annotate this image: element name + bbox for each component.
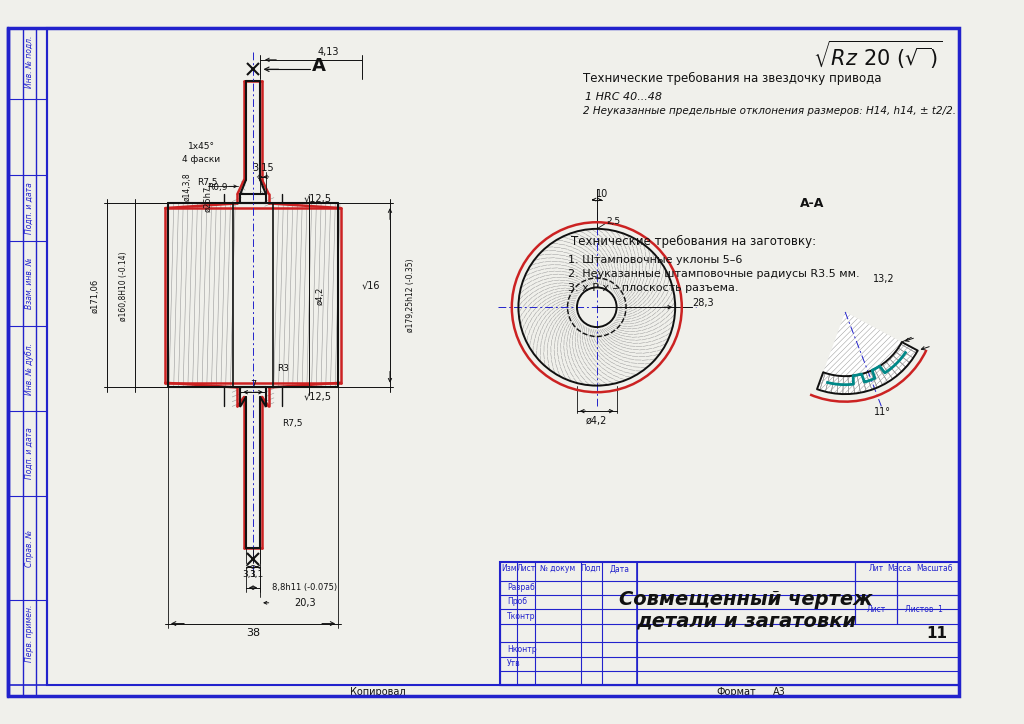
Text: 4,13: 4,13 xyxy=(317,47,339,57)
Text: R3: R3 xyxy=(278,364,290,373)
Text: √12,5: √12,5 xyxy=(304,193,332,203)
Text: R7,5: R7,5 xyxy=(198,178,218,187)
Text: ø4,2: ø4,2 xyxy=(586,416,607,426)
Text: Технические требования на заготовку:: Технические требования на заготовку: xyxy=(571,235,816,248)
Text: 11: 11 xyxy=(927,626,947,641)
Text: 3,15: 3,15 xyxy=(252,164,273,174)
Text: Справ. №: Справ. № xyxy=(25,529,34,566)
Polygon shape xyxy=(817,312,918,394)
Text: A-A: A-A xyxy=(800,197,824,210)
Text: Проб: Проб xyxy=(507,597,527,606)
Text: A: A xyxy=(312,57,326,75)
Text: Инв. № подл.: Инв. № подл. xyxy=(25,35,34,88)
Text: 1x45°: 1x45° xyxy=(187,142,215,151)
Text: Перв. примен.: Перв. примен. xyxy=(25,605,34,662)
Text: ø14,3,8: ø14,3,8 xyxy=(182,172,191,201)
Text: R7,5: R7,5 xyxy=(283,419,303,428)
Text: 3. x Р x – плоскость разъема.: 3. x Р x – плоскость разъема. xyxy=(568,283,739,293)
Text: Подп. и дата: Подп. и дата xyxy=(25,182,34,234)
Text: ø179,25h12 (-0.35): ø179,25h12 (-0.35) xyxy=(407,258,416,332)
Text: 7: 7 xyxy=(250,379,256,390)
Text: А3: А3 xyxy=(773,686,785,696)
Text: ø171,06: ø171,06 xyxy=(91,278,100,313)
Text: № докум: № докум xyxy=(541,564,575,573)
Text: 38: 38 xyxy=(246,628,260,638)
Text: Лист: Лист xyxy=(516,564,536,573)
Text: 8,8h11 (-0.075): 8,8h11 (-0.075) xyxy=(272,584,338,592)
Text: 1 HRC 40...48: 1 HRC 40...48 xyxy=(586,92,663,101)
Text: ø4,2: ø4,2 xyxy=(315,286,325,305)
Text: 20,3: 20,3 xyxy=(294,598,315,607)
Text: Листов  1: Листов 1 xyxy=(904,605,942,614)
Text: 2 Неуказанные предельные отклонения размеров: H14, h14, ± t2/2.: 2 Неуказанные предельные отклонения разм… xyxy=(583,106,955,116)
Text: Инв. № дубл.: Инв. № дубл. xyxy=(25,342,34,395)
Text: Лист: Лист xyxy=(866,605,886,614)
Text: Совмещенный чертеж: Совмещенный чертеж xyxy=(620,591,872,610)
Text: Копировал: Копировал xyxy=(350,686,406,696)
Text: √12,5: √12,5 xyxy=(304,392,332,402)
Text: 4 фаски: 4 фаски xyxy=(182,156,220,164)
Text: Масштаб: Масштаб xyxy=(916,564,953,573)
Text: Взам. инв. №: Взам. инв. № xyxy=(25,258,34,309)
Text: Формат: Формат xyxy=(717,686,757,696)
Text: 3,1: 3,1 xyxy=(243,570,257,579)
Text: 13,2: 13,2 xyxy=(873,274,895,284)
Text: 1. Штамповочные уклоны 5–6: 1. Штамповочные уклоны 5–6 xyxy=(568,255,742,265)
Text: Разраб: Разраб xyxy=(507,584,535,592)
Text: 2,5: 2,5 xyxy=(607,216,621,226)
Bar xyxy=(501,563,959,685)
Text: 28,3: 28,3 xyxy=(692,298,715,308)
Text: Тконтр: Тконтр xyxy=(507,612,536,620)
Text: Технические требования на звездочку привода: Технические требования на звездочку прив… xyxy=(583,72,881,85)
Text: Изм: Изм xyxy=(501,564,517,573)
Text: 3,1: 3,1 xyxy=(250,570,264,579)
Text: √16: √16 xyxy=(361,281,380,291)
Text: $\sqrt{Rz\ 20\ (\sqrt{\ })}$: $\sqrt{Rz\ 20\ (\sqrt{\ })}$ xyxy=(813,38,943,70)
Text: R0,9: R0,9 xyxy=(207,182,227,192)
Text: 11°: 11° xyxy=(874,408,892,417)
Text: Масса: Масса xyxy=(888,564,912,573)
Text: ø160,8H10 (-0.14): ø160,8H10 (-0.14) xyxy=(119,251,128,321)
Text: Утв: Утв xyxy=(507,659,521,668)
Text: Подп: Подп xyxy=(581,564,601,573)
Text: 10: 10 xyxy=(596,189,608,199)
Text: детали и загатовки: детали и загатовки xyxy=(636,611,856,630)
Text: Подп. и дата: Подп. и дата xyxy=(25,428,34,479)
Text: Дата: Дата xyxy=(609,564,630,573)
Text: Лит: Лит xyxy=(868,564,884,573)
Text: Нконтр: Нконтр xyxy=(507,644,537,654)
Text: ø25h7: ø25h7 xyxy=(203,185,212,212)
Text: 2. Неуказанные штамповочные радиусы R3.5 мм.: 2. Неуказанные штамповочные радиусы R3.5… xyxy=(568,269,860,279)
